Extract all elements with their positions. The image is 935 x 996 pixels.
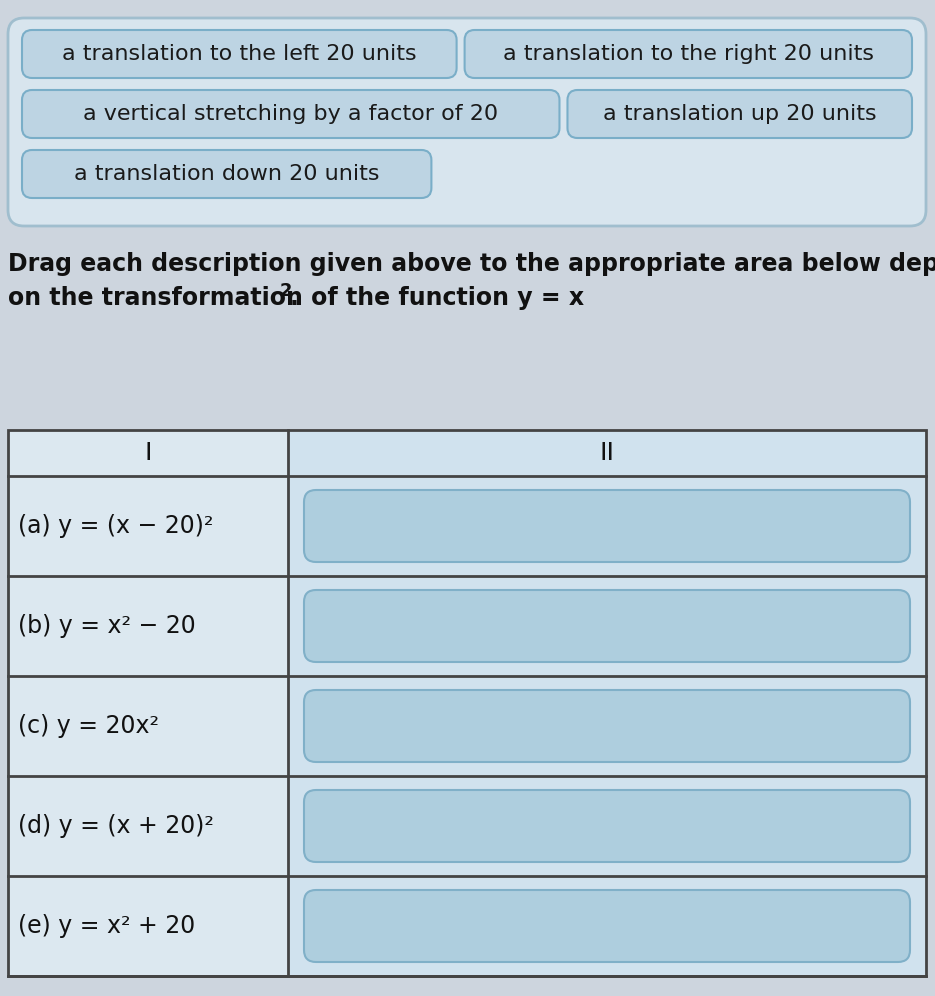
FancyBboxPatch shape xyxy=(304,690,910,762)
Text: (d) y = (x + 20)²: (d) y = (x + 20)² xyxy=(18,814,214,838)
FancyBboxPatch shape xyxy=(8,18,926,226)
FancyBboxPatch shape xyxy=(22,150,431,198)
FancyBboxPatch shape xyxy=(465,30,912,78)
FancyBboxPatch shape xyxy=(304,490,910,562)
Text: (a) y = (x − 20)²: (a) y = (x − 20)² xyxy=(18,514,213,538)
Text: a translation up 20 units: a translation up 20 units xyxy=(603,104,876,124)
Text: II: II xyxy=(599,441,614,465)
FancyBboxPatch shape xyxy=(304,790,910,862)
Text: 2: 2 xyxy=(280,282,293,300)
Text: I: I xyxy=(144,441,151,465)
Text: (c) y = 20x²: (c) y = 20x² xyxy=(18,714,159,738)
Text: (e) y = x² + 20: (e) y = x² + 20 xyxy=(18,914,195,938)
Text: .: . xyxy=(290,286,299,310)
Text: a translation down 20 units: a translation down 20 units xyxy=(74,164,380,184)
FancyBboxPatch shape xyxy=(22,90,559,138)
Text: a vertical stretching by a factor of 20: a vertical stretching by a factor of 20 xyxy=(83,104,498,124)
Text: (b) y = x² − 20: (b) y = x² − 20 xyxy=(18,614,195,638)
Bar xyxy=(288,430,926,976)
FancyBboxPatch shape xyxy=(304,890,910,962)
Bar xyxy=(8,430,288,976)
FancyBboxPatch shape xyxy=(304,590,910,662)
FancyBboxPatch shape xyxy=(568,90,912,138)
Text: on the transformation of the function y = x: on the transformation of the function y … xyxy=(8,286,584,310)
Text: Drag each description given above to the appropriate area below depending: Drag each description given above to the… xyxy=(8,252,935,276)
FancyBboxPatch shape xyxy=(22,30,456,78)
Bar xyxy=(8,430,926,976)
Text: a translation to the right 20 units: a translation to the right 20 units xyxy=(503,44,874,64)
Text: a translation to the left 20 units: a translation to the left 20 units xyxy=(62,44,417,64)
